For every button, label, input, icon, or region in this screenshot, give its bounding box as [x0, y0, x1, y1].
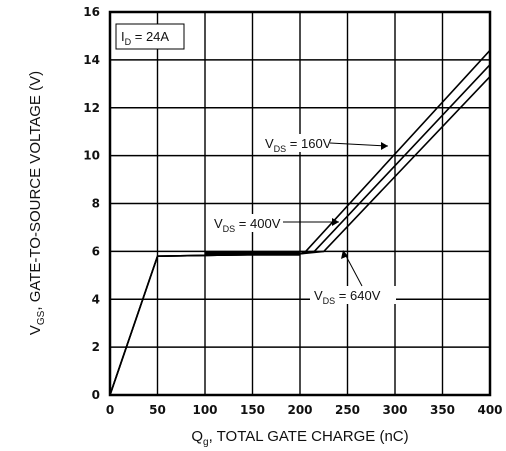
y-tick-labels: 0 2 4 6 8 10 12 14 16 — [83, 5, 100, 402]
svg-text:VDS = 160V: VDS = 160V — [265, 136, 332, 154]
y-tick-label: 0 — [92, 388, 100, 402]
svg-text:VDS = 400V: VDS = 400V — [214, 216, 281, 234]
x-tick-label: 100 — [192, 403, 217, 417]
y-tick-label: 16 — [83, 5, 100, 19]
series-label-640v: VDS = 640V — [310, 250, 396, 306]
x-tick-label: 50 — [149, 403, 166, 417]
x-tick-label: 150 — [240, 403, 265, 417]
series-label-400v: VDS = 400V — [211, 214, 339, 234]
x-tick-labels: 0 50 100 150 200 250 300 350 400 — [106, 403, 503, 417]
x-tick-label: 350 — [430, 403, 455, 417]
y-tick-label: 10 — [83, 149, 100, 163]
svg-text:ID = 24A: ID = 24A — [121, 29, 169, 47]
x-tick-label: 250 — [335, 403, 360, 417]
x-tick-label: 200 — [287, 403, 312, 417]
y-tick-label: 6 — [92, 244, 100, 258]
condition-box: ID = 24A — [115, 23, 185, 50]
y-tick-label: 14 — [83, 53, 100, 67]
x-tick-label: 400 — [477, 403, 502, 417]
series-group — [109, 49, 491, 396]
y-tick-label: 4 — [92, 292, 100, 306]
y-tick-label: 8 — [92, 197, 100, 211]
grid — [109, 11, 491, 396]
svg-text:VDS = 640V: VDS = 640V — [314, 288, 381, 306]
y-tick-label: 12 — [83, 101, 100, 115]
x-tick-label: 300 — [382, 403, 407, 417]
y-axis-title: VGS, GATE-TO-SOURCE VOLTAGE (V) — [27, 71, 47, 335]
plot-frame — [108, 10, 492, 397]
series-label-160v: VDS = 160V — [262, 134, 389, 154]
x-axis-title: Qg, TOTAL GATE CHARGE (nC) — [191, 428, 408, 448]
y-tick-label: 2 — [92, 340, 100, 354]
x-tick-label: 0 — [106, 403, 114, 417]
